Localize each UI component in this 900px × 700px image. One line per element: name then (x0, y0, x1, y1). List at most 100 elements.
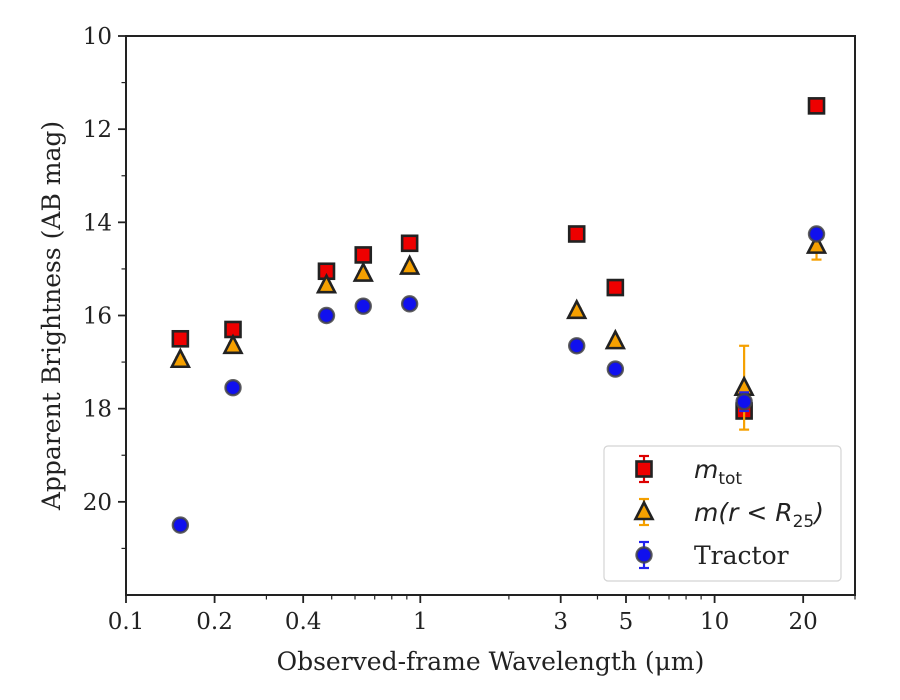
point-marker (399, 254, 421, 275)
square-marker (635, 460, 653, 478)
x-tick-label: 0.4 (285, 609, 322, 635)
data-point (171, 329, 190, 348)
triangle-marker (604, 328, 626, 350)
x-tick-label: 20 (789, 609, 818, 635)
data-point (606, 278, 625, 297)
y-axis-label: Apparent Brightness (AB mag) (37, 121, 66, 511)
point-marker (568, 337, 586, 355)
series-2 (169, 230, 828, 431)
data-point (566, 298, 588, 320)
square-marker (400, 234, 419, 253)
point-marker (566, 298, 588, 320)
point-marker (606, 278, 625, 297)
data-point (315, 272, 338, 294)
square-marker (807, 97, 826, 115)
legend-marker (635, 460, 653, 478)
y-tick-label: 16 (83, 304, 112, 330)
y-tick-label: 20 (83, 490, 112, 516)
circle-marker (735, 392, 753, 411)
point-marker (171, 516, 190, 534)
point-marker (169, 347, 191, 369)
x-tick-label: 1 (413, 609, 428, 635)
triangle-marker (169, 347, 191, 369)
legend-label: Tractor (694, 541, 789, 570)
data-point (735, 391, 753, 413)
legend-item: m(r < R25) (633, 497, 824, 532)
legend-item: mtot (635, 454, 742, 489)
data-point (400, 234, 419, 253)
point-marker (315, 272, 338, 294)
data-point (567, 225, 586, 243)
data-point (224, 379, 242, 397)
legend-label: mtot (694, 455, 742, 489)
legend-item: Tractor (635, 540, 789, 570)
y-tick-label: 14 (83, 210, 112, 236)
circle-marker (635, 546, 653, 564)
point-marker (354, 246, 373, 264)
circle-marker (807, 225, 826, 243)
data-point (169, 347, 191, 369)
legend: mtot m(r < R25) Tractor (603, 445, 842, 582)
circle-marker (568, 337, 586, 355)
x-tick-label: 10 (700, 609, 729, 635)
circle-marker (354, 297, 372, 315)
triangle-marker (805, 233, 828, 254)
legend-marker (635, 546, 653, 564)
triangle-marker (315, 272, 338, 294)
point-marker (805, 233, 828, 254)
triangle-marker (222, 333, 244, 355)
x-tick-label: 0.2 (196, 609, 233, 635)
data-point (733, 344, 755, 431)
data-point (222, 333, 244, 355)
square-marker (171, 329, 190, 348)
point-marker (807, 225, 826, 243)
x-axis-label: Observed-frame Wavelength (μm) (277, 647, 705, 676)
legend-label-sub: tot (718, 469, 742, 489)
legend-label-main: m(r < R (694, 498, 793, 527)
point-marker (224, 379, 242, 397)
triangle-marker (399, 254, 421, 275)
point-marker (606, 360, 625, 378)
y-tick-label: 18 (83, 397, 112, 423)
x-tick-label: 3 (553, 609, 568, 635)
point-marker (604, 328, 626, 350)
data-point (317, 306, 336, 325)
data-point (354, 246, 373, 264)
data-marks (169, 97, 828, 534)
legend-marker (633, 499, 655, 521)
legend-label-end: ) (812, 498, 824, 527)
point-marker (317, 306, 336, 325)
data-point (171, 516, 190, 534)
axis-ticks: 0.1 0.2 0.4 1 3 5 10 20 10 12 14 16 18 20 (83, 24, 856, 635)
square-marker (606, 278, 625, 297)
x-tick-label: 5 (619, 609, 634, 635)
data-point (354, 297, 372, 315)
point-marker (400, 234, 419, 253)
data-point (606, 360, 625, 378)
data-point (400, 295, 419, 313)
point-marker (807, 97, 826, 115)
point-marker (352, 261, 374, 282)
circle-marker (171, 516, 190, 534)
circle-marker (317, 306, 336, 325)
data-point (807, 225, 826, 243)
point-marker (171, 329, 190, 348)
triangle-marker (352, 261, 374, 282)
circle-marker (224, 379, 242, 397)
square-marker (567, 225, 586, 243)
triangle-marker (633, 499, 655, 521)
series-3 (171, 225, 826, 534)
circle-marker (606, 360, 625, 378)
y-tick-label: 12 (83, 117, 112, 143)
point-marker (222, 333, 244, 355)
point-marker (567, 225, 586, 243)
triangle-marker (566, 298, 588, 320)
square-marker (354, 246, 373, 264)
data-point (807, 97, 826, 115)
y-tick-label: 10 (83, 24, 112, 50)
legend-box (603, 445, 842, 582)
legend-label: m(r < R25) (694, 498, 824, 532)
x-tick-label: 0.1 (108, 609, 145, 635)
